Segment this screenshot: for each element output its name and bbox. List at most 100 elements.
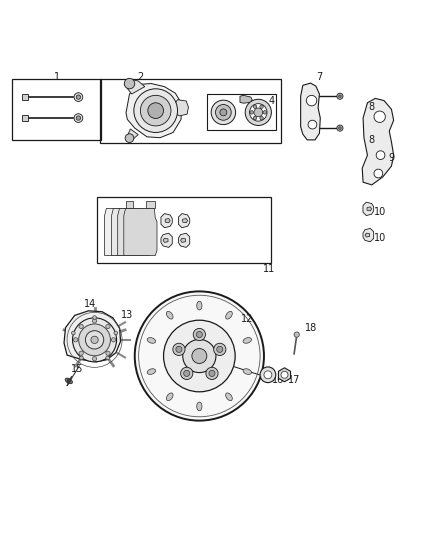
Text: 3: 3 bbox=[251, 100, 257, 110]
Polygon shape bbox=[367, 207, 372, 211]
Polygon shape bbox=[163, 238, 168, 243]
Circle shape bbox=[106, 324, 110, 328]
Circle shape bbox=[339, 95, 341, 98]
Circle shape bbox=[74, 114, 83, 123]
Text: 15: 15 bbox=[71, 364, 83, 374]
Polygon shape bbox=[64, 311, 120, 362]
Polygon shape bbox=[183, 219, 187, 223]
Text: 10: 10 bbox=[374, 233, 387, 243]
Text: 6: 6 bbox=[255, 113, 261, 123]
Bar bbox=[207, 94, 276, 130]
Text: 17: 17 bbox=[288, 375, 300, 385]
Circle shape bbox=[196, 332, 202, 337]
Circle shape bbox=[163, 320, 235, 392]
Text: 9: 9 bbox=[389, 153, 395, 163]
Circle shape bbox=[71, 331, 75, 335]
Circle shape bbox=[337, 93, 343, 99]
Polygon shape bbox=[279, 368, 290, 382]
Text: 8: 8 bbox=[369, 102, 375, 112]
Circle shape bbox=[263, 111, 267, 114]
Circle shape bbox=[376, 151, 385, 159]
Circle shape bbox=[253, 105, 257, 108]
Circle shape bbox=[91, 336, 98, 343]
Ellipse shape bbox=[226, 311, 232, 319]
Circle shape bbox=[176, 346, 182, 352]
Circle shape bbox=[135, 292, 264, 421]
Circle shape bbox=[193, 328, 205, 341]
Polygon shape bbox=[362, 99, 394, 185]
Ellipse shape bbox=[226, 393, 232, 401]
Text: 14: 14 bbox=[84, 298, 96, 309]
Polygon shape bbox=[363, 228, 374, 242]
Polygon shape bbox=[363, 202, 374, 215]
Circle shape bbox=[306, 95, 317, 106]
Circle shape bbox=[92, 357, 97, 361]
Circle shape bbox=[173, 343, 185, 356]
Circle shape bbox=[79, 351, 83, 356]
Bar bbox=[21, 116, 28, 120]
Polygon shape bbox=[365, 233, 370, 237]
Circle shape bbox=[114, 331, 118, 335]
Circle shape bbox=[374, 111, 385, 123]
Polygon shape bbox=[300, 83, 320, 140]
Circle shape bbox=[217, 346, 223, 352]
Polygon shape bbox=[105, 208, 138, 256]
Polygon shape bbox=[124, 208, 157, 256]
Circle shape bbox=[134, 89, 177, 133]
Polygon shape bbox=[126, 200, 134, 208]
Circle shape bbox=[264, 371, 272, 379]
Circle shape bbox=[294, 332, 299, 337]
Circle shape bbox=[80, 356, 83, 360]
Circle shape bbox=[245, 99, 272, 125]
Circle shape bbox=[79, 324, 110, 356]
Circle shape bbox=[374, 169, 383, 178]
Circle shape bbox=[260, 116, 263, 120]
Circle shape bbox=[184, 370, 190, 376]
Circle shape bbox=[92, 319, 97, 323]
Polygon shape bbox=[178, 214, 190, 228]
Circle shape bbox=[73, 318, 117, 362]
Ellipse shape bbox=[243, 337, 251, 343]
Text: 13: 13 bbox=[121, 310, 134, 319]
Polygon shape bbox=[180, 238, 185, 243]
Bar bbox=[100, 79, 282, 143]
Circle shape bbox=[339, 127, 341, 130]
Bar bbox=[12, 79, 101, 140]
Circle shape bbox=[74, 338, 78, 342]
Circle shape bbox=[192, 349, 207, 364]
Polygon shape bbox=[124, 79, 145, 94]
Circle shape bbox=[93, 316, 96, 319]
Circle shape bbox=[148, 103, 163, 118]
Circle shape bbox=[211, 100, 236, 125]
Text: 7: 7 bbox=[316, 72, 322, 82]
Ellipse shape bbox=[166, 393, 173, 401]
Ellipse shape bbox=[65, 378, 72, 384]
Circle shape bbox=[106, 351, 110, 356]
Circle shape bbox=[260, 105, 263, 108]
Polygon shape bbox=[112, 208, 145, 256]
Text: 16: 16 bbox=[272, 375, 284, 385]
Circle shape bbox=[260, 367, 276, 383]
Circle shape bbox=[253, 116, 257, 120]
Ellipse shape bbox=[243, 369, 251, 374]
Circle shape bbox=[111, 338, 116, 342]
Circle shape bbox=[124, 78, 135, 89]
Polygon shape bbox=[173, 100, 188, 116]
Polygon shape bbox=[126, 84, 182, 138]
Circle shape bbox=[214, 343, 226, 356]
Ellipse shape bbox=[147, 369, 155, 374]
Circle shape bbox=[206, 367, 218, 379]
Text: 10: 10 bbox=[374, 207, 387, 217]
Bar bbox=[97, 197, 271, 263]
Bar bbox=[21, 94, 28, 100]
Text: 12: 12 bbox=[241, 314, 254, 324]
Polygon shape bbox=[161, 214, 172, 228]
Circle shape bbox=[254, 108, 263, 117]
Circle shape bbox=[215, 104, 231, 120]
Text: 11: 11 bbox=[263, 264, 276, 273]
Circle shape bbox=[220, 109, 227, 116]
Circle shape bbox=[76, 116, 81, 120]
Circle shape bbox=[85, 330, 104, 349]
Circle shape bbox=[74, 93, 83, 101]
Ellipse shape bbox=[197, 402, 202, 411]
